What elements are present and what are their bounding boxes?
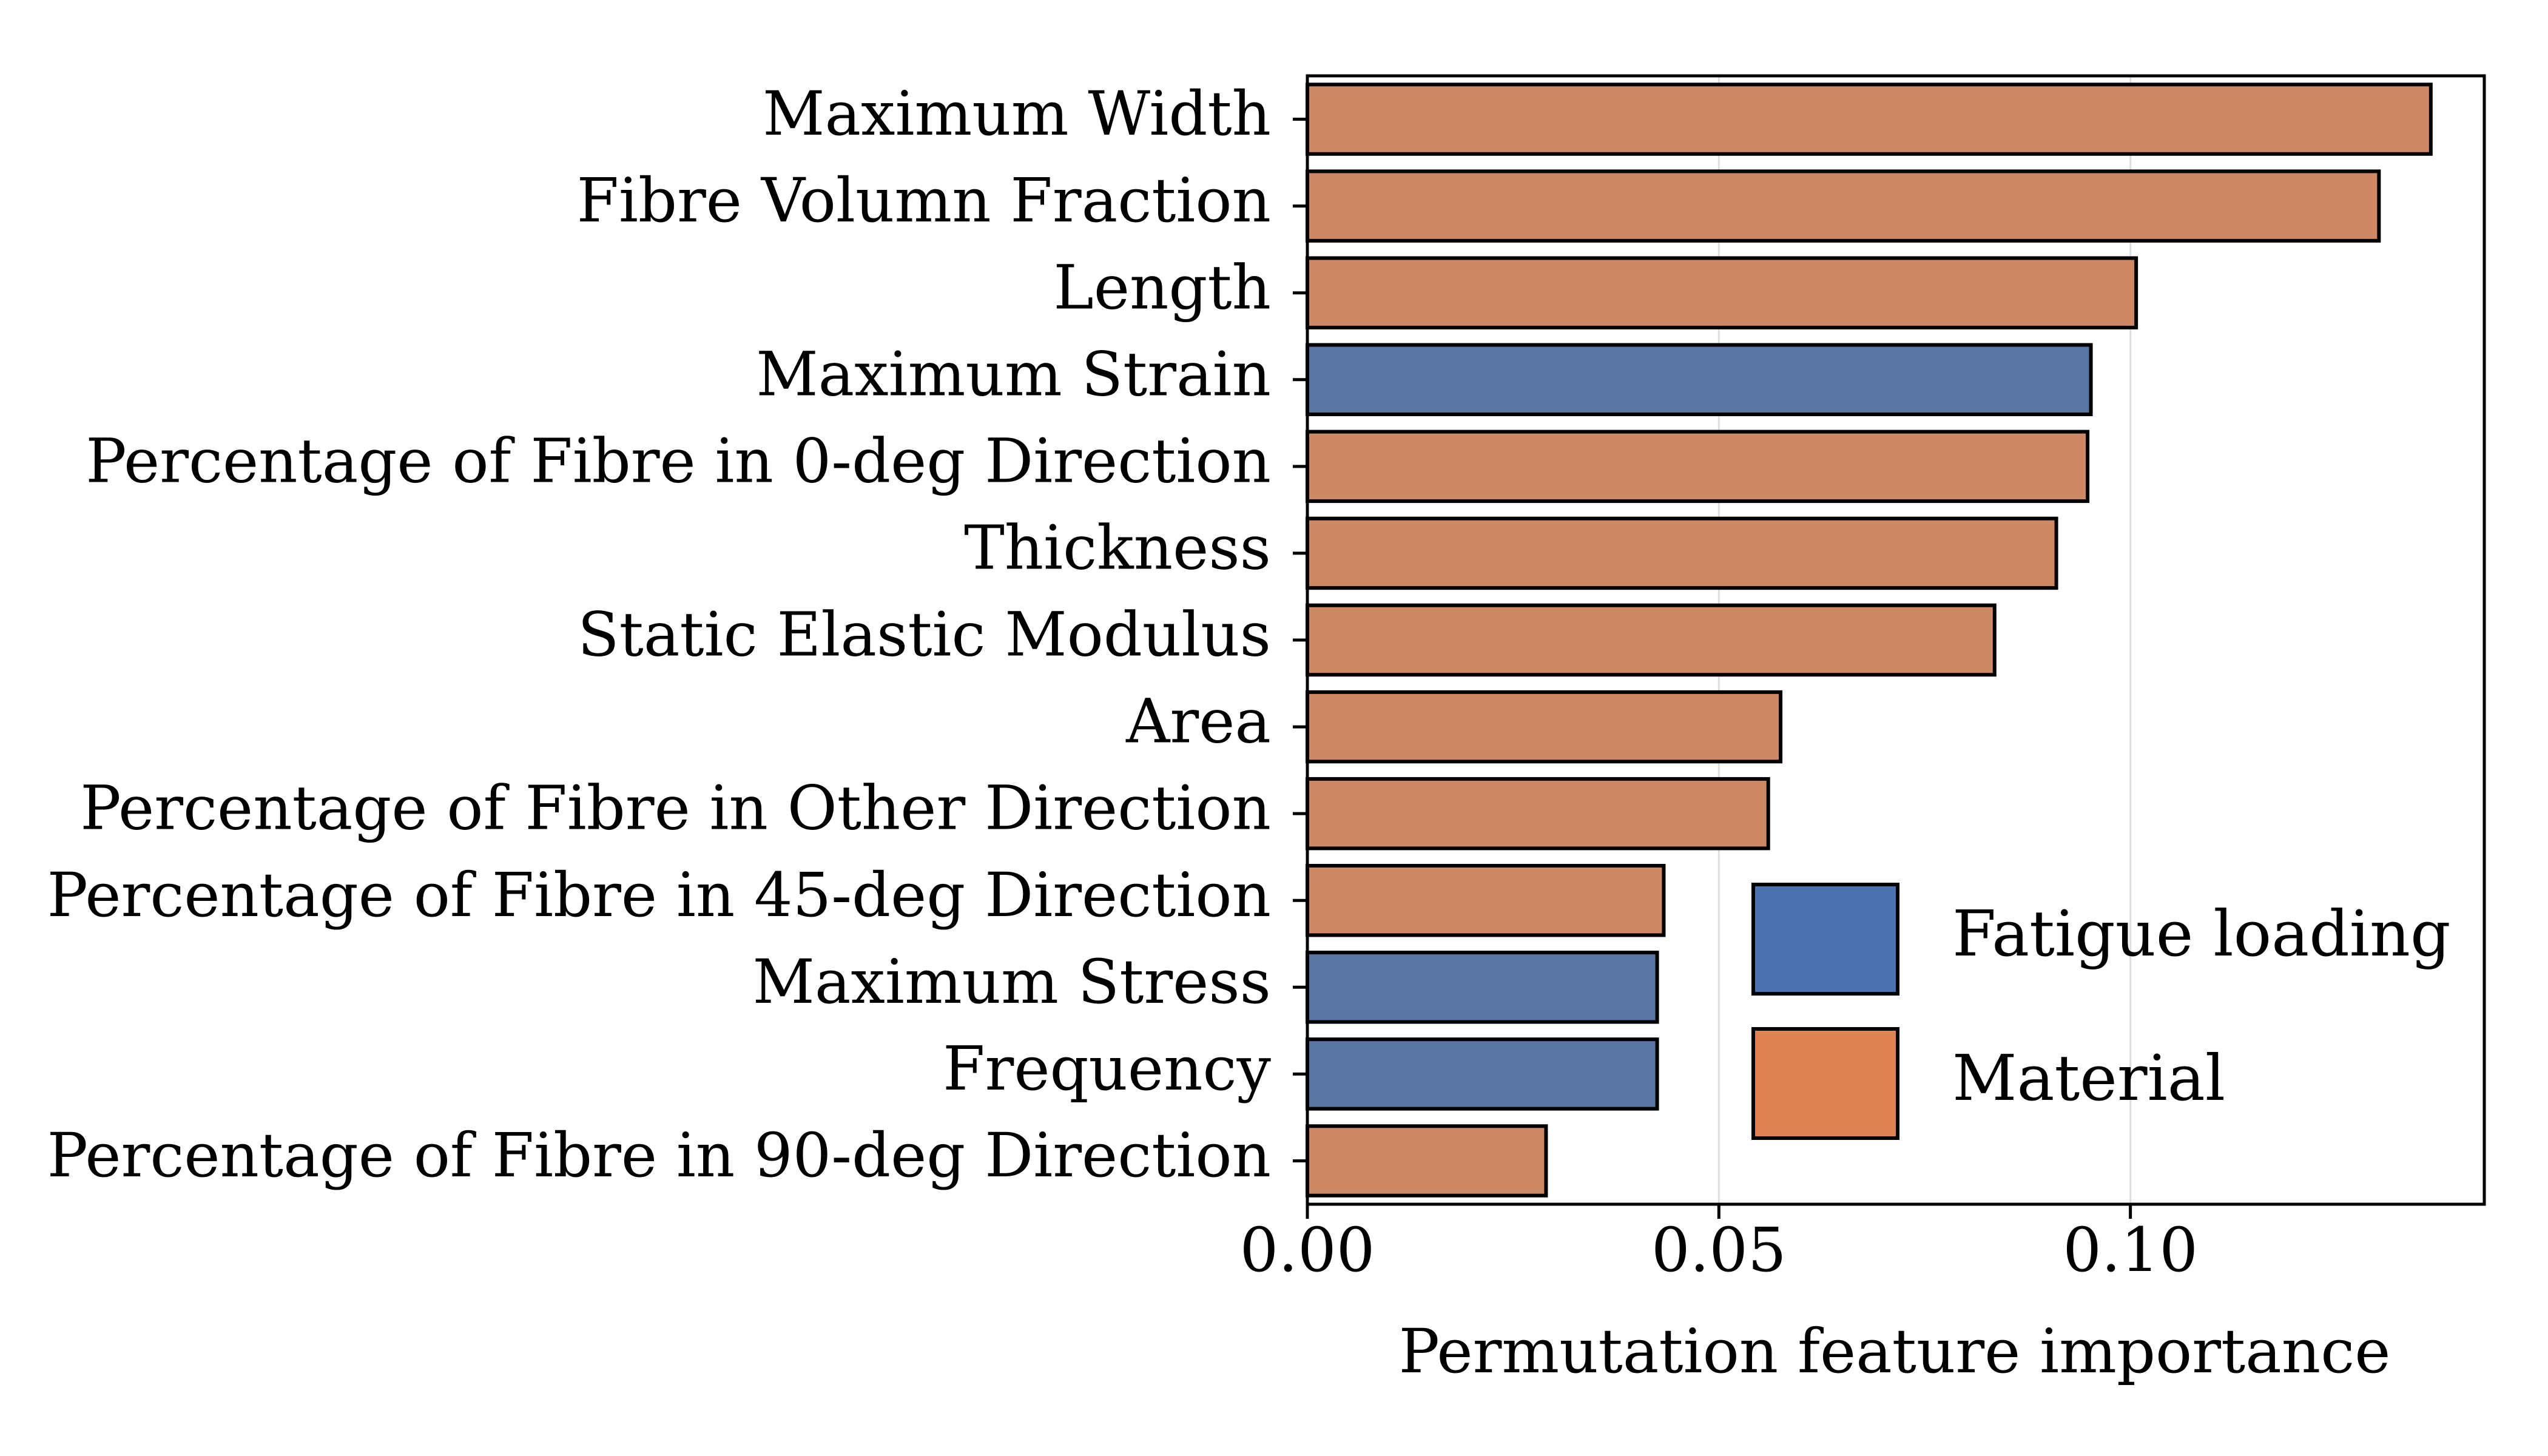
bar bbox=[1306, 83, 2433, 156]
bar bbox=[1306, 603, 1997, 677]
bar bbox=[1306, 1037, 1659, 1111]
category-label: Percentage of Fibre in 90-deg Direction bbox=[47, 1120, 1271, 1191]
bar bbox=[1306, 951, 1659, 1024]
category-label: Static Elastic Modulus bbox=[578, 599, 1271, 670]
bar bbox=[1306, 256, 2138, 329]
category-label: Maximum Stress bbox=[752, 946, 1271, 1017]
bar bbox=[1306, 777, 1770, 851]
legend-label: Material bbox=[1952, 1041, 2225, 1115]
legend-label: Fatigue loading bbox=[1952, 897, 2451, 971]
y-axis: Maximum Width Fibre Volumn Fraction Length… bbox=[47, 78, 1307, 1191]
bar bbox=[1306, 516, 2058, 590]
x-tick-label: 0.00 bbox=[1240, 1215, 1375, 1286]
x-axis: 0.00 0.05 0.10 bbox=[1240, 1204, 2198, 1286]
x-axis-title: Permutation feature importance bbox=[1399, 1316, 2391, 1387]
bar bbox=[1306, 169, 2381, 243]
bar bbox=[1306, 1124, 1548, 1198]
x-tick-label: 0.05 bbox=[1651, 1215, 1787, 1286]
legend-swatch bbox=[1751, 1027, 1899, 1140]
bar bbox=[1306, 430, 2090, 504]
category-label: Thickness bbox=[964, 513, 1271, 584]
bar bbox=[1306, 690, 1783, 764]
category-label: Maximum Strain bbox=[756, 339, 1271, 410]
category-label: Maximum Width bbox=[763, 78, 1271, 149]
category-label: Area bbox=[1125, 686, 1271, 757]
bar bbox=[1306, 343, 2093, 416]
category-label: Fibre Volumn Fraction bbox=[577, 165, 1271, 236]
legend: Fatigue loading Material bbox=[1751, 883, 2451, 1140]
bars bbox=[1306, 83, 2433, 1198]
bar bbox=[1306, 864, 1666, 937]
category-label: Length bbox=[1053, 252, 1271, 323]
x-tick-label: 0.10 bbox=[2063, 1215, 2198, 1286]
category-label: Percentage of Fibre in Other Direction bbox=[80, 773, 1271, 844]
category-label: Percentage of Fibre in 0-deg Direction bbox=[86, 425, 1271, 496]
legend-swatch bbox=[1751, 883, 1899, 996]
category-label: Frequency bbox=[943, 1033, 1271, 1104]
category-label: Percentage of Fibre in 45-deg Direction bbox=[47, 860, 1271, 931]
